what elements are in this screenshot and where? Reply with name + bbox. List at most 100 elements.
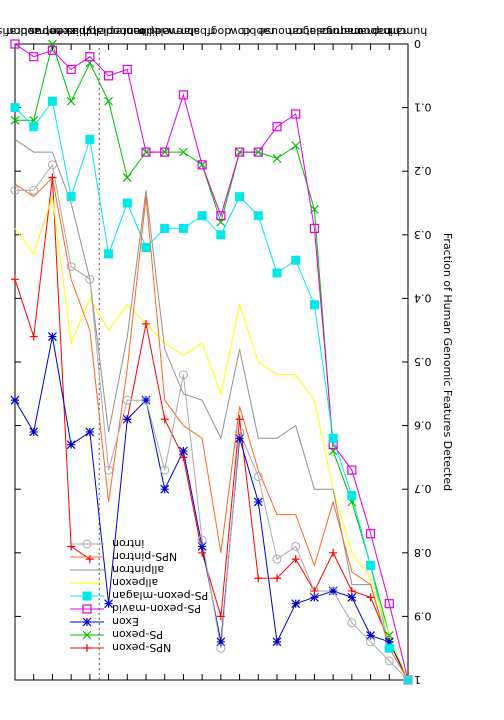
- data-point: [328, 586, 338, 596]
- y-tick-label: 0.5: [414, 355, 432, 368]
- x-tick-label: xenopus: [29, 25, 76, 38]
- data-point: [11, 275, 19, 284]
- data-point: [48, 173, 57, 182]
- x-tick-label: human: [389, 25, 427, 38]
- data-point: [104, 465, 114, 475]
- legend: NPS-pexonPS-pexonExonPS-pexon-mavidPS-pe…: [70, 537, 208, 654]
- data-point: [328, 433, 338, 443]
- x-tick-label: mouse: [258, 25, 295, 38]
- series-line: [14, 176, 409, 681]
- x-tick-label: zebrafish: [0, 25, 40, 38]
- data-point: [10, 185, 20, 195]
- data-point: [10, 395, 20, 405]
- data-point: [216, 637, 226, 647]
- data-point: [85, 52, 95, 62]
- legend-label: allpintron: [112, 563, 164, 576]
- data-point: [66, 64, 76, 75]
- series-line: [14, 43, 409, 681]
- x-tick-label: tenrec: [110, 25, 145, 38]
- data-point: [384, 656, 394, 666]
- series-markers: [10, 39, 413, 685]
- data-point: [122, 64, 132, 75]
- x-tick-label: dog: [211, 25, 232, 38]
- data-point: [29, 52, 39, 62]
- data-point: [235, 415, 244, 424]
- data-point: [179, 147, 188, 157]
- data-point: [216, 211, 226, 221]
- legend-label: PS-pexon-mlagan: [112, 589, 208, 602]
- data-point: [197, 160, 207, 170]
- data-point: [179, 446, 188, 456]
- series-line: [14, 138, 409, 681]
- data-point: [66, 192, 76, 202]
- legend-label: PS-pexon-mavid: [112, 602, 201, 615]
- data-point: [235, 433, 244, 443]
- axes-group: 0 0.1 0.2 0.3 0.4 0.5 0.6 0.7 0.8 0.9 1 Fraction of…: [0, 25, 454, 686]
- data-point: [253, 497, 263, 507]
- data-point: [66, 96, 76, 106]
- data-point: [272, 122, 282, 132]
- data-point: [122, 173, 132, 182]
- data-point: [10, 39, 20, 49]
- x-tick-label: baboon: [350, 25, 391, 38]
- data-point: [178, 370, 188, 380]
- y-tick-label: 0.7: [414, 482, 432, 495]
- data-point: [122, 395, 132, 405]
- data-point: [328, 586, 338, 596]
- legend-label: Exon: [112, 615, 139, 628]
- data-point: [178, 223, 188, 233]
- data-point: [160, 147, 170, 157]
- data-point: [160, 415, 169, 424]
- data-point: [347, 491, 357, 501]
- data-point: [347, 618, 357, 628]
- x-tick-label: cow: [229, 25, 251, 38]
- legend-label: PS-pexon: [112, 628, 163, 641]
- data-point: [253, 147, 263, 157]
- y-tick-label: 1: [414, 673, 421, 686]
- series-line: [14, 177, 409, 681]
- data-point: [85, 134, 95, 144]
- data-point: [160, 147, 170, 157]
- data-point: [85, 427, 95, 437]
- data-point: [272, 154, 282, 163]
- data-point: [66, 262, 76, 272]
- y-tick-label: 0.2: [414, 164, 432, 177]
- data-point: [141, 395, 151, 405]
- x-tick-label: marmoset: [304, 25, 361, 38]
- data-point: [48, 332, 57, 341]
- data-point: [291, 541, 301, 551]
- data-point: [85, 274, 95, 284]
- data-point: [310, 204, 319, 214]
- data-point: [216, 230, 226, 240]
- data-point: [178, 90, 189, 100]
- data-point: [291, 555, 300, 564]
- data-point: [160, 465, 170, 475]
- data-point: [272, 554, 282, 564]
- data-point: [329, 548, 338, 557]
- series-lines: [14, 42, 409, 681]
- data-point: [235, 427, 245, 437]
- data-point: [234, 147, 245, 157]
- data-point: [141, 243, 151, 253]
- data-point: [235, 192, 245, 202]
- data-point: [291, 255, 301, 265]
- data-point: [141, 147, 151, 157]
- x-tick-label: galago: [296, 25, 334, 38]
- data-point: [47, 45, 58, 55]
- data-point: [291, 141, 301, 151]
- data-point: [365, 529, 376, 539]
- data-point: [309, 223, 320, 234]
- data-point: [104, 249, 114, 259]
- data-point: [253, 147, 263, 157]
- x-tick-label: chimp: [372, 25, 406, 38]
- data-point: [366, 631, 375, 640]
- data-point: [366, 561, 376, 571]
- y-tick-label: 0.9: [414, 609, 432, 622]
- data-point: [384, 599, 394, 609]
- x-tick-label: chicken: [50, 25, 92, 38]
- series-line: [14, 99, 409, 681]
- data-point: [29, 427, 39, 437]
- plot-root: 0 0.1 0.2 0.3 0.4 0.5 0.6 0.7 0.8 0.9 1 Fraction of…: [0, 25, 454, 686]
- x-tick-label: monodelphis: [73, 25, 144, 38]
